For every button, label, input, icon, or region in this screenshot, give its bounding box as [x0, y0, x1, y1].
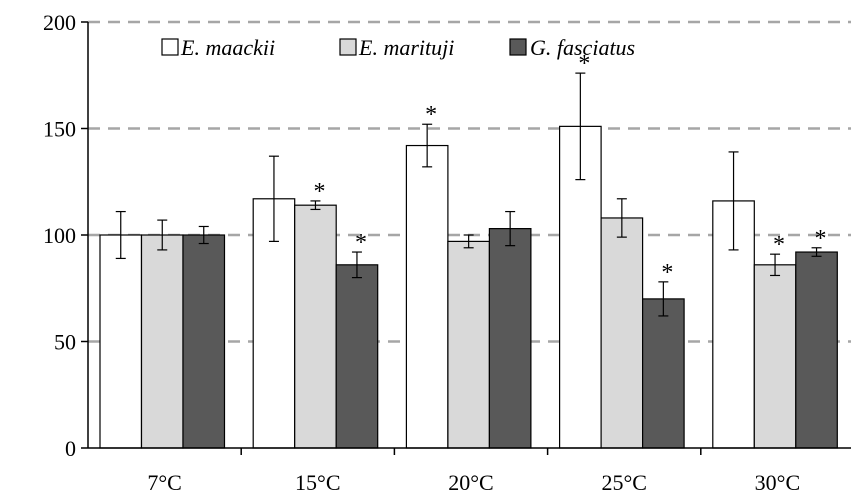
legend-label: E. maackii: [180, 35, 275, 60]
legend-item-e-maackii: E. maackii: [161, 35, 275, 60]
significance-marker: *: [425, 102, 437, 128]
bar: [294, 204, 337, 449]
y-tick-label: 0: [65, 436, 76, 461]
legend-item-e-marituji: E. marituji: [339, 35, 454, 60]
error-bars-layer: [115, 72, 822, 317]
x-tick-label: 25°C: [601, 470, 646, 495]
legend-item-g-fasciatus: G. fasciatus: [509, 35, 635, 60]
x-tick-labels: 7°C 15°C 20°C 25°C 30°C: [147, 448, 800, 495]
legend-swatch: [161, 38, 179, 56]
y-tick-label: 100: [43, 223, 76, 248]
bar: [405, 144, 449, 449]
x-tick-label: 7°C: [147, 470, 181, 495]
legend-label: G. fasciatus: [530, 35, 635, 60]
bar: [99, 234, 143, 449]
legend: E. maackii E. marituji G. fasciatus: [161, 35, 635, 60]
bars-layer: [99, 125, 838, 449]
bar: [488, 228, 532, 449]
significance-marker: *: [815, 226, 827, 252]
bar: [182, 234, 226, 449]
y-tick-labels: 0 50 100 150 200: [43, 10, 88, 461]
x-tick-label: 15°C: [295, 470, 340, 495]
legend-label: E. marituji: [358, 35, 454, 60]
bar: [753, 264, 797, 449]
x-tick-label: 20°C: [448, 470, 493, 495]
bar: [447, 240, 490, 449]
bar: [335, 264, 379, 449]
y-tick-label: 150: [43, 117, 76, 142]
significance-marker: *: [355, 230, 367, 256]
bar: [641, 298, 685, 449]
significance-layer: * * * * * * *: [313, 51, 826, 286]
bar: [795, 251, 838, 449]
significance-marker: *: [773, 232, 785, 258]
significance-marker: *: [313, 179, 325, 205]
bar: [140, 234, 184, 449]
legend-swatch: [339, 38, 357, 56]
y-tick-label: 200: [43, 10, 76, 35]
significance-marker: *: [578, 51, 590, 77]
x-tick-label: 30°C: [755, 470, 800, 495]
significance-marker: *: [661, 260, 673, 286]
y-tick-label: 50: [54, 330, 76, 355]
bar: [600, 217, 644, 449]
legend-swatch: [509, 38, 527, 56]
